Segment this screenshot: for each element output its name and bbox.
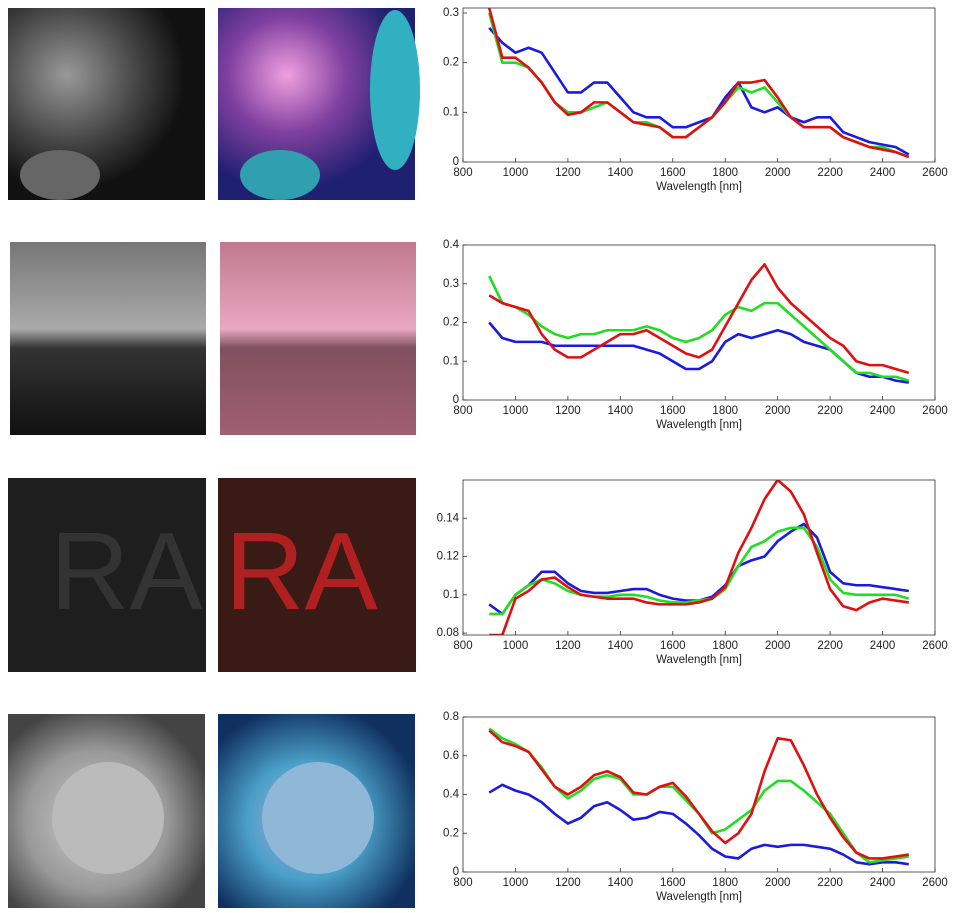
- x-tick-label: 1600: [660, 640, 686, 652]
- series-line: [487, 12, 910, 159]
- x-tick-label: 1800: [712, 877, 738, 889]
- y-tick-label: 0: [453, 394, 459, 406]
- y-tick-label: 0.3: [443, 7, 459, 19]
- x-tick-label: 1600: [660, 405, 686, 417]
- y-tick-label: 0.2: [443, 317, 459, 329]
- series-line: [488, 729, 909, 860]
- x-tick-label: 1000: [503, 167, 529, 179]
- x-tick-label: 2400: [870, 405, 896, 417]
- axes-box: [462, 7, 936, 163]
- y-tick-label: 0: [453, 156, 459, 168]
- x-tick-label: 1400: [608, 877, 634, 889]
- x-tick-label: 2600: [922, 405, 948, 417]
- x-tick-label: 2000: [765, 405, 791, 417]
- gray-image: [20, 150, 100, 200]
- x-tick-label: 2000: [765, 640, 791, 652]
- color-image: [240, 150, 320, 200]
- series-line: [488, 783, 909, 866]
- x-axis-label: Wavelength [nm]: [656, 654, 742, 666]
- x-tick-label: 2200: [817, 877, 843, 889]
- series-line: [488, 263, 910, 375]
- y-tick-label: 0.2: [443, 57, 459, 69]
- y-tick-label: 0.14: [437, 512, 460, 524]
- axes-box: [462, 716, 936, 873]
- series-line: [488, 27, 910, 156]
- x-tick-label: 1400: [608, 405, 634, 417]
- y-tick-label: 0.3: [443, 278, 459, 290]
- x-tick-label: 1200: [555, 405, 581, 417]
- gray-image: [8, 478, 206, 672]
- y-tick-label: 0.1: [443, 106, 459, 118]
- x-tick-label: 2400: [870, 167, 896, 179]
- series-line: [489, 480, 909, 635]
- x-tick-label: 800: [453, 405, 472, 417]
- y-tick-label: 0.08: [437, 627, 459, 639]
- x-tick-label: 1800: [712, 405, 738, 417]
- gray-image: [52, 762, 164, 874]
- y-tick-label: 0.1: [443, 589, 459, 601]
- y-tick-label: 0.8: [443, 711, 459, 723]
- x-tick-label: 1400: [608, 167, 634, 179]
- x-tick-label: 1800: [712, 167, 738, 179]
- gray-image: RA: [50, 510, 203, 633]
- y-tick-label: 0.4: [443, 789, 460, 801]
- y-tick-label: 0.1: [443, 355, 459, 367]
- series-line: [487, 8, 910, 159]
- gray-image: [10, 242, 206, 435]
- color-image: [218, 478, 416, 672]
- x-tick-label: 2200: [817, 167, 843, 179]
- x-tick-label: 1200: [555, 167, 581, 179]
- axes-box: [462, 479, 936, 636]
- series-line: [489, 526, 910, 616]
- x-tick-label: 2600: [922, 640, 948, 652]
- x-tick-label: 800: [453, 167, 472, 179]
- x-axis-label: Wavelength [nm]: [656, 891, 742, 903]
- images: RA RA: [8, 8, 420, 908]
- x-tick-label: 2000: [765, 167, 791, 179]
- y-tick-label: 0.6: [443, 750, 459, 762]
- x-tick-label: 2200: [817, 640, 843, 652]
- x-tick-label: 1000: [503, 877, 529, 889]
- color-image: [220, 242, 416, 435]
- x-tick-label: 1000: [503, 640, 529, 652]
- color-image: [370, 10, 420, 170]
- x-tick-label: 1600: [660, 167, 686, 179]
- y-tick-label: 0: [453, 866, 459, 878]
- series-line: [488, 275, 910, 382]
- color-image: [262, 762, 374, 874]
- x-axis-label: Wavelength [nm]: [656, 181, 742, 193]
- x-tick-label: 1200: [555, 640, 581, 652]
- x-tick-label: 800: [453, 640, 472, 652]
- y-tick-label: 0.2: [443, 827, 459, 839]
- x-tick-label: 1200: [555, 877, 581, 889]
- x-axis-label: Wavelength [nm]: [656, 419, 742, 431]
- x-tick-label: 2000: [765, 877, 791, 889]
- series-line: [488, 727, 909, 864]
- x-tick-label: 1600: [660, 877, 686, 889]
- x-tick-label: 1400: [608, 640, 634, 652]
- x-tick-label: 2400: [870, 877, 896, 889]
- x-tick-label: 2200: [817, 405, 843, 417]
- x-tick-label: 1000: [503, 405, 529, 417]
- x-tick-label: 1800: [712, 640, 738, 652]
- x-tick-label: 800: [453, 877, 472, 889]
- y-tick-label: 0.4: [443, 239, 460, 251]
- color-image: RA: [225, 510, 378, 633]
- x-tick-label: 2400: [870, 640, 896, 652]
- x-tick-label: 2600: [922, 877, 948, 889]
- x-tick-label: 2600: [922, 167, 948, 179]
- y-tick-label: 0.12: [437, 551, 459, 563]
